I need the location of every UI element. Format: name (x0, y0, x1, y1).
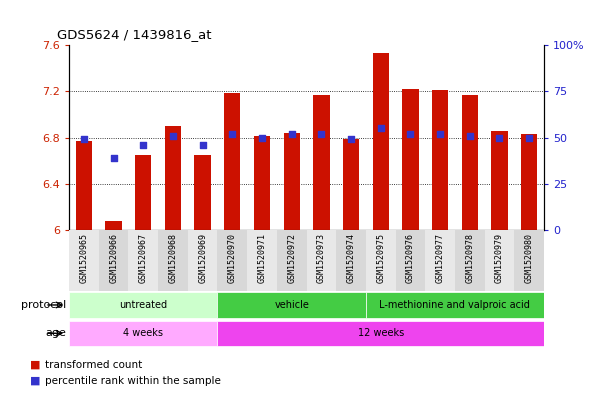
Text: 4 weeks: 4 weeks (123, 328, 163, 338)
Bar (426, 230, 455, 291)
Bar (218, 230, 247, 291)
Bar (366, 230, 395, 291)
Text: transformed count: transformed count (45, 360, 142, 370)
Text: untreated: untreated (119, 300, 167, 310)
Point (376, 125, 385, 132)
Point (168, 132, 178, 139)
Point (109, 155, 118, 161)
Bar (277, 230, 307, 291)
Text: protocol: protocol (21, 300, 66, 310)
Point (524, 134, 534, 141)
Bar (247, 230, 277, 291)
Bar (395, 230, 426, 291)
Bar (491, 130, 508, 230)
Text: GSM1520979: GSM1520979 (495, 233, 504, 283)
Text: L-methionine and valproic acid: L-methionine and valproic acid (379, 300, 530, 310)
Point (406, 131, 415, 137)
Text: GSM1520970: GSM1520970 (228, 233, 237, 283)
Point (79, 136, 89, 143)
Bar (135, 155, 151, 230)
Text: vehicle: vehicle (274, 300, 309, 310)
Text: GSM1520969: GSM1520969 (198, 233, 207, 283)
Point (257, 134, 267, 141)
Point (287, 131, 296, 137)
Bar (69, 321, 218, 346)
Bar (76, 141, 92, 230)
Bar (195, 155, 211, 230)
Text: GSM1520968: GSM1520968 (168, 233, 177, 283)
Bar (336, 230, 366, 291)
Text: GSM1520975: GSM1520975 (376, 233, 385, 283)
Bar (165, 126, 181, 230)
Text: ■: ■ (30, 360, 40, 370)
Text: age: age (45, 328, 66, 338)
Text: percentile rank within the sample: percentile rank within the sample (45, 376, 221, 386)
Bar (69, 292, 218, 318)
Bar (373, 53, 389, 230)
Bar (366, 292, 544, 318)
Bar (462, 95, 478, 230)
Bar (313, 95, 329, 230)
Point (346, 136, 356, 143)
Text: 12 weeks: 12 weeks (358, 328, 404, 338)
Bar (69, 230, 99, 291)
Bar (129, 230, 158, 291)
Bar (343, 139, 359, 230)
Bar (224, 92, 240, 230)
Point (138, 142, 148, 148)
Bar (432, 90, 448, 230)
Point (435, 131, 445, 137)
Bar (254, 136, 270, 230)
Bar (218, 292, 366, 318)
Bar (455, 230, 484, 291)
Bar (105, 221, 122, 230)
Bar (521, 134, 537, 230)
Bar (402, 89, 418, 230)
Bar (158, 230, 188, 291)
Bar (218, 321, 544, 346)
Text: GSM1520976: GSM1520976 (406, 233, 415, 283)
Text: GSM1520967: GSM1520967 (139, 233, 148, 283)
Text: GSM1520980: GSM1520980 (525, 233, 534, 283)
Text: ■: ■ (30, 376, 40, 386)
Text: GSM1520972: GSM1520972 (287, 233, 296, 283)
Text: GSM1520977: GSM1520977 (436, 233, 445, 283)
Text: GSM1520965: GSM1520965 (79, 233, 88, 283)
Bar (307, 230, 336, 291)
Point (465, 132, 475, 139)
Bar (284, 133, 300, 230)
Bar (484, 230, 514, 291)
Point (317, 131, 326, 137)
Bar (99, 230, 129, 291)
Point (198, 142, 207, 148)
Text: GSM1520974: GSM1520974 (347, 233, 356, 283)
Point (495, 134, 504, 141)
Text: GSM1520971: GSM1520971 (257, 233, 266, 283)
Point (228, 131, 237, 137)
Bar (188, 230, 218, 291)
Text: GSM1520978: GSM1520978 (465, 233, 474, 283)
Bar (514, 230, 544, 291)
Text: GSM1520966: GSM1520966 (109, 233, 118, 283)
Text: GSM1520973: GSM1520973 (317, 233, 326, 283)
Text: GDS5624 / 1439816_at: GDS5624 / 1439816_at (57, 28, 212, 41)
